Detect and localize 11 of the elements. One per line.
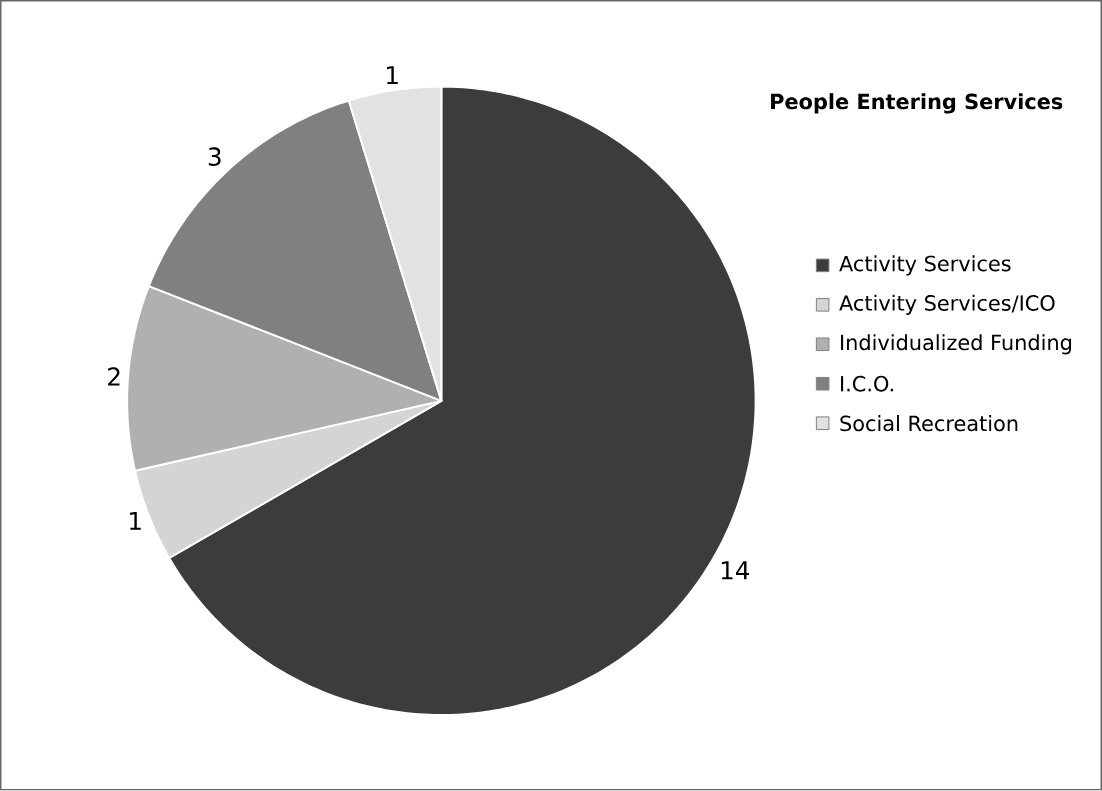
legend-label: I.C.O. xyxy=(841,376,893,392)
data-label: 3 xyxy=(208,147,221,167)
legend-label: Social Recreation xyxy=(840,415,1018,432)
legend-label: Activity Services/ICO xyxy=(839,294,1055,316)
data-label: 1 xyxy=(387,66,398,85)
legend-label: Individualized Funding xyxy=(841,334,1072,355)
data-label: 14 xyxy=(721,561,750,580)
legend-label: Activity Services xyxy=(839,255,1011,276)
data-label: 2 xyxy=(108,367,120,386)
data-label: 1 xyxy=(130,512,141,531)
text: People Entering Services xyxy=(771,93,1063,114)
